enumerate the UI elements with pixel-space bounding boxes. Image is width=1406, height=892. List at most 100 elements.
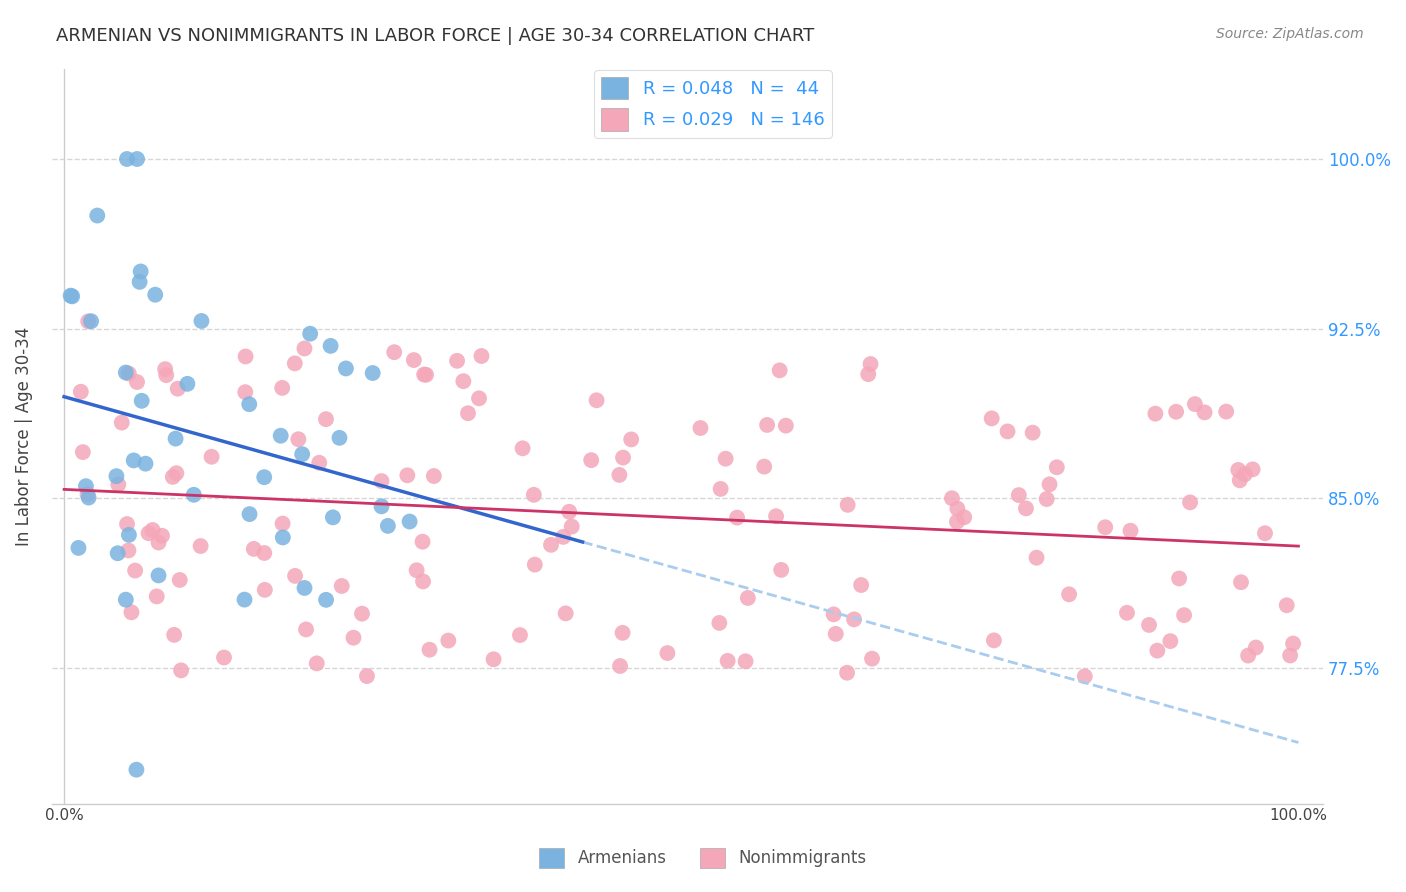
- Point: [470, 349, 492, 363]
- Point: [1275, 599, 1298, 613]
- Point: [105, 469, 128, 483]
- Point: [754, 459, 776, 474]
- Point: [612, 450, 634, 465]
- Point: [148, 568, 170, 582]
- Point: [253, 582, 276, 597]
- Point: [134, 457, 156, 471]
- Point: [1046, 460, 1069, 475]
- Point: [271, 516, 294, 531]
- Point: [709, 615, 731, 630]
- Point: [271, 381, 294, 395]
- Point: [330, 579, 353, 593]
- Point: [609, 659, 631, 673]
- Point: [824, 627, 846, 641]
- Point: [166, 382, 188, 396]
- Point: [453, 374, 475, 388]
- Point: [176, 376, 198, 391]
- Point: [398, 515, 420, 529]
- Point: [294, 342, 316, 356]
- Point: [76, 487, 98, 501]
- Point: [946, 515, 969, 529]
- Point: [775, 418, 797, 433]
- Point: [769, 363, 792, 377]
- Point: [1144, 407, 1167, 421]
- Point: [190, 314, 212, 328]
- Point: [125, 375, 148, 389]
- Point: [238, 507, 260, 521]
- Point: [212, 650, 235, 665]
- Point: [153, 362, 176, 376]
- Point: [1230, 575, 1253, 590]
- Point: [512, 442, 534, 456]
- Point: [657, 646, 679, 660]
- Point: [457, 406, 479, 420]
- Point: [125, 152, 148, 166]
- Point: [415, 368, 437, 382]
- Point: [322, 510, 344, 524]
- Point: [837, 498, 859, 512]
- Point: [308, 456, 330, 470]
- Text: ARMENIAN VS NONIMMIGRANTS IN LABOR FORCE | AGE 30-34 CORRELATION CHART: ARMENIAN VS NONIMMIGRANTS IN LABOR FORCE…: [56, 27, 814, 45]
- Point: [287, 432, 309, 446]
- Point: [170, 664, 193, 678]
- Point: [523, 558, 546, 572]
- Point: [115, 152, 138, 166]
- Point: [114, 366, 136, 380]
- Point: [554, 607, 576, 621]
- Point: [125, 763, 148, 777]
- Point: [1116, 606, 1139, 620]
- Point: [620, 433, 643, 447]
- Point: [1038, 477, 1060, 491]
- Point: [165, 466, 187, 480]
- Point: [118, 528, 141, 542]
- Point: [328, 431, 350, 445]
- Point: [1244, 640, 1267, 655]
- Point: [482, 652, 505, 666]
- Point: [725, 510, 748, 524]
- Point: [120, 605, 142, 619]
- Point: [77, 491, 100, 505]
- Point: [1035, 491, 1057, 506]
- Point: [1137, 618, 1160, 632]
- Point: [299, 326, 322, 341]
- Point: [405, 563, 427, 577]
- Point: [233, 592, 256, 607]
- Point: [468, 392, 491, 406]
- Point: [1233, 467, 1256, 482]
- Point: [356, 669, 378, 683]
- Point: [319, 339, 342, 353]
- Point: [737, 591, 759, 605]
- Point: [1237, 648, 1260, 663]
- Point: [129, 264, 152, 278]
- Point: [294, 581, 316, 595]
- Point: [342, 631, 364, 645]
- Point: [72, 445, 94, 459]
- Point: [142, 523, 165, 537]
- Point: [335, 361, 357, 376]
- Point: [842, 612, 865, 626]
- Point: [413, 368, 436, 382]
- Point: [350, 607, 373, 621]
- Point: [115, 517, 138, 532]
- Point: [284, 356, 307, 370]
- Point: [382, 345, 405, 359]
- Point: [190, 539, 212, 553]
- Point: [423, 469, 446, 483]
- Point: [402, 353, 425, 368]
- Point: [165, 432, 187, 446]
- Point: [253, 546, 276, 560]
- Point: [558, 505, 581, 519]
- Point: [523, 488, 546, 502]
- Point: [124, 564, 146, 578]
- Point: [315, 412, 337, 426]
- Point: [412, 534, 434, 549]
- Point: [107, 546, 129, 560]
- Point: [377, 519, 399, 533]
- Point: [271, 531, 294, 545]
- Point: [235, 350, 257, 364]
- Point: [1173, 608, 1195, 623]
- Point: [77, 314, 100, 328]
- Point: [396, 468, 419, 483]
- Point: [59, 288, 82, 302]
- Point: [238, 397, 260, 411]
